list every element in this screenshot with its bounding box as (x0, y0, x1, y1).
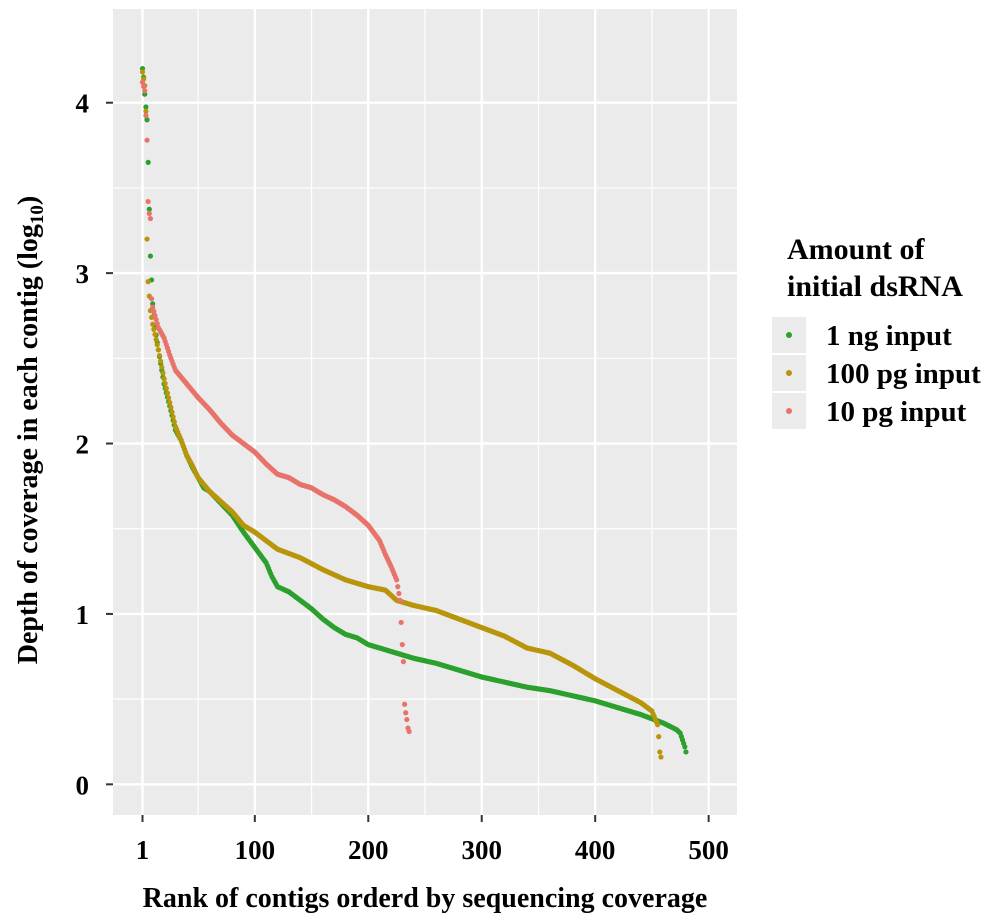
data-point (164, 390, 171, 396)
data-point (144, 236, 150, 242)
x-axis-title: Rank of contigs orderd by sequencing cov… (143, 883, 708, 914)
y-tick-label: 4 (76, 89, 90, 119)
data-point (144, 117, 150, 123)
data-point (148, 296, 155, 302)
data-point (162, 380, 168, 387)
data-point (171, 419, 177, 425)
major-gridlines (113, 9, 737, 815)
data-point (141, 83, 147, 90)
y-tick-labels: 0 1 2 3 4 (76, 89, 90, 801)
data-point (160, 370, 166, 376)
data-point (145, 159, 151, 165)
data-point (406, 728, 412, 735)
minor-gridlines (113, 9, 737, 815)
data-point (151, 308, 157, 314)
data-point (161, 376, 167, 382)
data-point (398, 619, 404, 626)
data-point (139, 69, 146, 75)
y-tick-label: 3 (76, 259, 90, 289)
data-point (151, 326, 157, 332)
x-tick-label: 400 (575, 835, 616, 865)
data-point (145, 198, 151, 205)
data-point (153, 316, 159, 323)
data-point (144, 137, 150, 143)
legend-marker (786, 370, 792, 376)
data-point (147, 215, 154, 222)
data-point (152, 331, 158, 338)
series-2 (139, 69, 664, 760)
legend-key (770, 391, 808, 431)
y-axis-title-main: Depth of coverage in each contig (log (13, 224, 44, 664)
data-point (155, 347, 161, 353)
y-tick-label: 1 (76, 600, 90, 630)
data-point (399, 641, 405, 648)
y-axis-title: Depth of coverage in each contig (log10) (13, 196, 48, 664)
data-point (146, 210, 152, 217)
y-tick-label: 2 (76, 430, 90, 460)
legend-item: 100 pg input (770, 353, 981, 393)
legend-title-line2: initial dsRNA (787, 270, 963, 303)
data-point (397, 597, 403, 603)
data-point (167, 400, 173, 406)
data-point (139, 79, 146, 85)
data-point (395, 584, 401, 590)
data-point (153, 336, 159, 343)
data-point (159, 364, 165, 370)
x-tick-label: 500 (688, 835, 729, 865)
x-tick-label: 100 (235, 835, 276, 865)
data-point (656, 734, 662, 740)
data-point (404, 716, 410, 723)
legend: Amount of initial dsRNA 1 ng input 100 pg… (770, 233, 981, 431)
data-points (139, 66, 689, 760)
legend-items: 1 ng input 100 pg input 10 pg input (770, 315, 981, 431)
x-tick-labels: 1 100 200 300 400 500 (136, 835, 729, 865)
data-point (169, 409, 175, 415)
data-point (683, 749, 689, 755)
legend-label: 1 ng input (826, 320, 952, 352)
data-point (145, 279, 151, 285)
legend-marker (786, 332, 792, 338)
data-point (170, 414, 176, 420)
data-point (154, 320, 160, 327)
data-point (143, 104, 149, 110)
data-point (394, 577, 400, 583)
data-point (657, 749, 663, 755)
data-point (156, 352, 163, 359)
y-axis-title-subscript: 10 (27, 205, 48, 224)
data-point (654, 722, 661, 728)
series-3 (139, 79, 412, 735)
data-point (150, 321, 156, 327)
x-tick-label: 300 (461, 835, 502, 865)
data-point (143, 112, 149, 119)
data-point (682, 744, 688, 750)
y-tick-label: 0 (76, 770, 90, 800)
legend-label: 10 pg input (826, 396, 967, 428)
data-point (163, 385, 169, 391)
x-tick-label: 200 (348, 835, 389, 865)
data-point (142, 88, 148, 94)
data-point (401, 701, 408, 707)
data-point (143, 108, 149, 114)
legend-label: 100 pg input (826, 358, 981, 390)
y-axis-title-close: ) (13, 196, 44, 205)
data-point (147, 253, 154, 259)
data-point (165, 395, 172, 401)
legend-title-line1: Amount of (787, 233, 926, 266)
data-point (154, 342, 160, 348)
data-point (168, 404, 174, 410)
x-tick-label: 1 (136, 835, 150, 865)
legend-item: 1 ng input (770, 315, 952, 355)
data-point (152, 312, 158, 318)
data-point (146, 206, 152, 212)
legend-item: 10 pg input (770, 391, 967, 431)
data-point (158, 358, 164, 364)
data-point (396, 590, 402, 597)
axis-tick-marks (106, 101, 710, 822)
data-point (400, 659, 407, 665)
data-point (150, 304, 156, 310)
data-point (658, 754, 664, 760)
legend-marker (786, 408, 792, 414)
data-point (403, 710, 409, 716)
